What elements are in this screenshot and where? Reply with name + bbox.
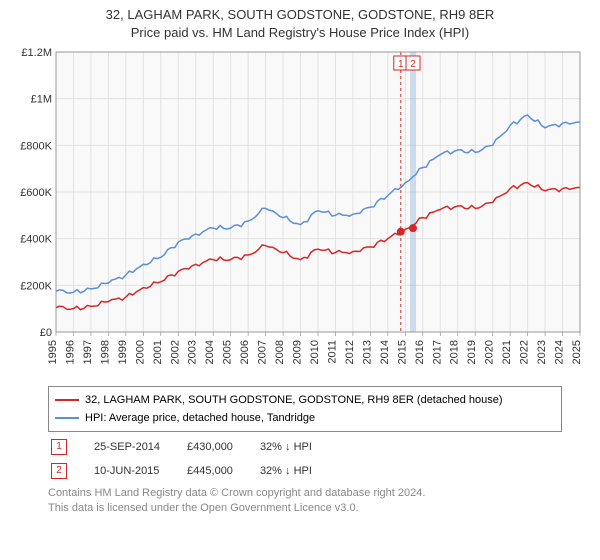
- svg-text:2001: 2001: [152, 340, 164, 364]
- title-line-1: 32, LAGHAM PARK, SOUTH GODSTONE, GODSTON…: [0, 6, 600, 24]
- svg-text:£0: £0: [40, 327, 52, 339]
- svg-text:1997: 1997: [82, 340, 94, 364]
- legend-swatch-hpi: [55, 417, 79, 419]
- marker-badge-1: 1: [51, 439, 67, 455]
- svg-text:2009: 2009: [292, 340, 304, 364]
- footer-line-1: Contains HM Land Registry data © Crown c…: [48, 486, 425, 501]
- svg-text:£400K: £400K: [20, 234, 52, 246]
- svg-text:1999: 1999: [117, 340, 129, 364]
- svg-text:2006: 2006: [239, 340, 251, 364]
- svg-text:2020: 2020: [484, 340, 496, 364]
- svg-text:2: 2: [410, 59, 416, 70]
- svg-text:2015: 2015: [396, 340, 408, 364]
- footer: Contains HM Land Registry data © Crown c…: [48, 486, 425, 516]
- svg-text:2013: 2013: [361, 340, 373, 364]
- sales-table: 1 25-SEP-2014 £430,000 32% ↓ HPI 2 10-JU…: [48, 434, 338, 484]
- svg-text:2004: 2004: [204, 340, 216, 364]
- sale-date-2: 10-JUN-2015: [93, 460, 184, 482]
- title-block: 32, LAGHAM PARK, SOUTH GODSTONE, GODSTON…: [0, 0, 600, 41]
- legend-row-hpi: HPI: Average price, detached house, Tand…: [55, 409, 555, 427]
- sale-price-1: £430,000: [186, 436, 257, 458]
- svg-text:2021: 2021: [501, 340, 513, 364]
- sale-price-2: £445,000: [186, 460, 257, 482]
- svg-text:2019: 2019: [466, 340, 478, 364]
- svg-text:£1M: £1M: [31, 94, 52, 106]
- svg-text:£200K: £200K: [20, 280, 52, 292]
- table-row: 2 10-JUN-2015 £445,000 32% ↓ HPI: [50, 460, 336, 482]
- table-row: 1 25-SEP-2014 £430,000 32% ↓ HPI: [50, 436, 336, 458]
- svg-text:2018: 2018: [449, 340, 461, 364]
- svg-text:1998: 1998: [99, 340, 111, 364]
- svg-text:2003: 2003: [187, 340, 199, 364]
- legend: 32, LAGHAM PARK, SOUTH GODSTONE, GODSTON…: [48, 386, 562, 432]
- svg-text:1995: 1995: [47, 340, 59, 364]
- svg-text:2011: 2011: [326, 340, 338, 364]
- legend-label-hpi: HPI: Average price, detached house, Tand…: [85, 412, 315, 424]
- svg-text:2022: 2022: [519, 340, 531, 364]
- svg-text:2016: 2016: [414, 340, 426, 364]
- svg-text:£800K: £800K: [20, 140, 52, 152]
- svg-text:2012: 2012: [344, 340, 356, 364]
- svg-text:£600K: £600K: [20, 187, 52, 199]
- svg-text:2008: 2008: [274, 340, 286, 364]
- svg-text:2025: 2025: [571, 340, 583, 364]
- legend-row-property: 32, LAGHAM PARK, SOUTH GODSTONE, GODSTON…: [55, 391, 555, 409]
- svg-text:1996: 1996: [64, 340, 76, 364]
- svg-text:2010: 2010: [309, 340, 321, 364]
- marker-badge-2: 2: [51, 463, 67, 479]
- sale-delta-1: 32% ↓ HPI: [259, 436, 336, 458]
- svg-text:2005: 2005: [222, 340, 234, 364]
- svg-text:2024: 2024: [554, 340, 566, 364]
- svg-text:2002: 2002: [169, 340, 181, 364]
- legend-label-property: 32, LAGHAM PARK, SOUTH GODSTONE, GODSTON…: [85, 394, 503, 406]
- svg-text:£1.2M: £1.2M: [21, 47, 52, 59]
- svg-text:2000: 2000: [134, 340, 146, 364]
- sale-delta-2: 32% ↓ HPI: [259, 460, 336, 482]
- svg-text:2014: 2014: [379, 340, 391, 364]
- chart: £0 £200K £400K £600K £800K £1M £1.2M 1995 1996 19…: [16, 46, 588, 374]
- title-line-2: Price paid vs. HM Land Registry's House …: [0, 24, 600, 42]
- svg-text:2023: 2023: [536, 340, 548, 364]
- footer-line-2: This data is licensed under the Open Gov…: [48, 501, 425, 516]
- svg-text:1: 1: [398, 59, 404, 70]
- sale-date-1: 25-SEP-2014: [93, 436, 184, 458]
- legend-swatch-property: [55, 399, 79, 401]
- svg-text:2007: 2007: [257, 340, 269, 364]
- svg-text:2017: 2017: [431, 340, 443, 364]
